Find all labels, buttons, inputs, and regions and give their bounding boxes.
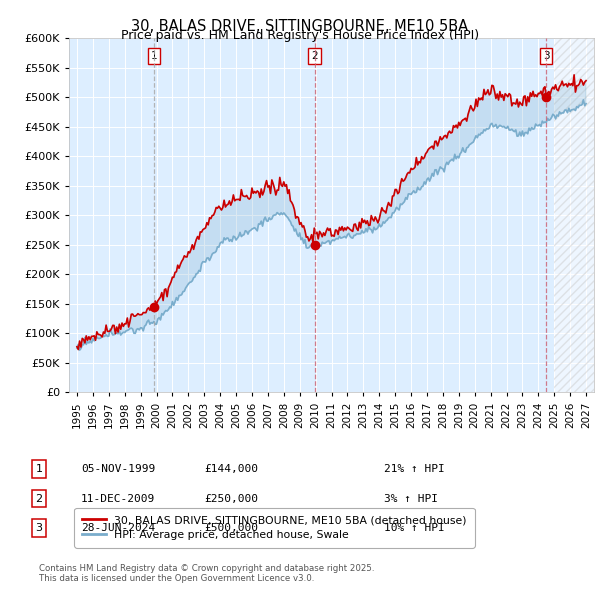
Text: 30, BALAS DRIVE, SITTINGBOURNE, ME10 5BA: 30, BALAS DRIVE, SITTINGBOURNE, ME10 5BA <box>131 19 469 34</box>
Text: 3% ↑ HPI: 3% ↑ HPI <box>384 494 438 503</box>
Text: 1: 1 <box>151 51 157 61</box>
Text: 1: 1 <box>35 464 43 474</box>
Text: 11-DEC-2009: 11-DEC-2009 <box>81 494 155 503</box>
Text: 21% ↑ HPI: 21% ↑ HPI <box>384 464 445 474</box>
Text: 3: 3 <box>543 51 550 61</box>
Text: £144,000: £144,000 <box>204 464 258 474</box>
Text: £500,000: £500,000 <box>204 523 258 533</box>
Text: Contains HM Land Registry data © Crown copyright and database right 2025.
This d: Contains HM Land Registry data © Crown c… <box>39 563 374 583</box>
Text: Price paid vs. HM Land Registry's House Price Index (HPI): Price paid vs. HM Land Registry's House … <box>121 30 479 42</box>
Text: 2: 2 <box>311 51 318 61</box>
Text: 10% ↑ HPI: 10% ↑ HPI <box>384 523 445 533</box>
Text: 28-JUN-2024: 28-JUN-2024 <box>81 523 155 533</box>
Text: 05-NOV-1999: 05-NOV-1999 <box>81 464 155 474</box>
Legend: 30, BALAS DRIVE, SITTINGBOURNE, ME10 5BA (detached house), HPI: Average price, d: 30, BALAS DRIVE, SITTINGBOURNE, ME10 5BA… <box>74 507 475 548</box>
Text: £250,000: £250,000 <box>204 494 258 503</box>
Text: 3: 3 <box>35 523 43 533</box>
Text: 2: 2 <box>35 494 43 503</box>
